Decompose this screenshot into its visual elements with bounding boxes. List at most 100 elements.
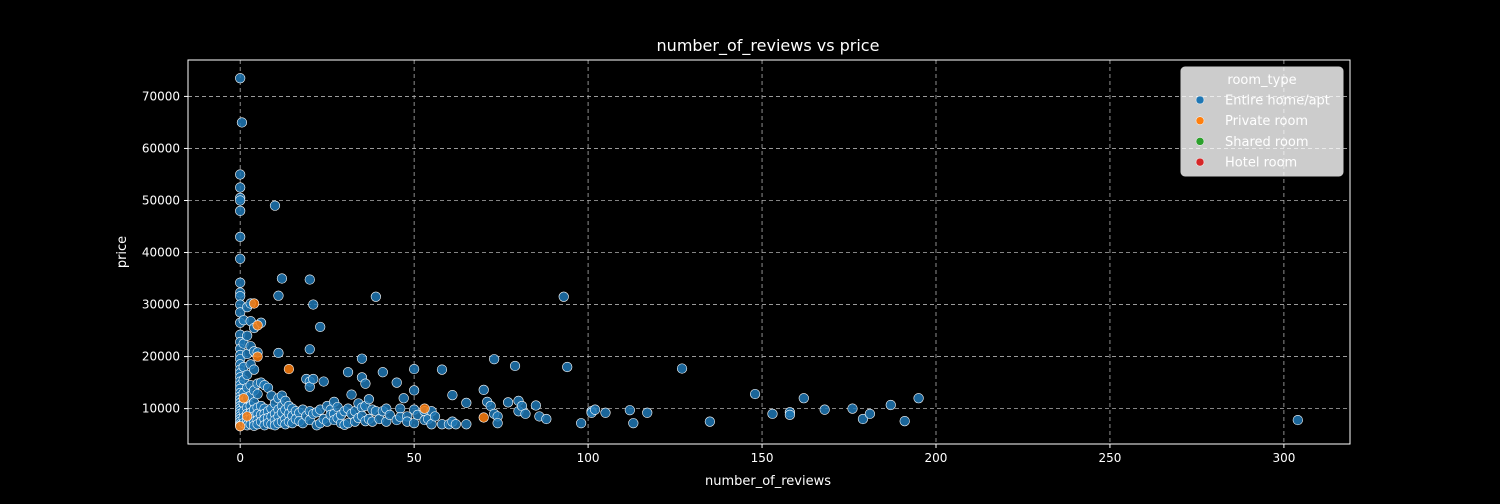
legend-title: room_type: [1227, 73, 1296, 88]
y-tick-label: 50000: [142, 193, 180, 207]
x-tick-label: 250: [1098, 451, 1121, 465]
data-point-entire-home-apt: [249, 364, 260, 375]
x-axis-label: number_of_reviews: [705, 474, 831, 489]
data-point-entire-home-apt: [589, 404, 601, 415]
data-point-entire-home-apt: [767, 408, 778, 419]
data-point-entire-home-apt: [269, 200, 281, 211]
data-point-private-room: [252, 320, 263, 331]
data-point-entire-home-apt: [864, 408, 875, 419]
plot-frame: [187, 59, 1351, 445]
data-point-private-room: [283, 363, 294, 375]
data-point-private-room: [252, 351, 263, 362]
data-point-entire-home-apt: [235, 231, 246, 243]
data-point-entire-home-apt: [899, 416, 910, 427]
legend-box: [1180, 66, 1344, 177]
data-point-entire-home-apt: [847, 403, 858, 414]
data-point-entire-home-apt: [436, 364, 448, 375]
data-point-entire-home-apt: [235, 277, 246, 288]
data-point-entire-home-apt: [798, 393, 809, 404]
data-point-entire-home-apt: [749, 388, 761, 400]
data-point-entire-home-apt: [235, 182, 246, 193]
data-point-entire-home-apt: [304, 344, 315, 355]
data-point-entire-home-apt: [642, 407, 653, 418]
data-point-entire-home-apt: [409, 363, 420, 375]
y-tick-label: 40000: [142, 246, 180, 260]
data-point-entire-home-apt: [450, 419, 461, 430]
y-tick-label: 10000: [142, 402, 180, 416]
data-point-entire-home-apt: [478, 384, 489, 395]
data-point-entire-home-apt: [242, 330, 253, 341]
data-point-entire-home-apt: [235, 169, 246, 180]
data-point-entire-home-apt: [530, 400, 542, 411]
y-tick-label: 60000: [142, 141, 180, 155]
x-tick-label: 50: [406, 451, 421, 465]
data-point-entire-home-apt: [819, 404, 830, 415]
data-point-entire-home-apt: [461, 397, 472, 408]
data-point-entire-home-apt: [315, 321, 326, 333]
x-tick-label: 200: [925, 451, 948, 465]
data-point-entire-home-apt: [235, 195, 246, 206]
data-point-entire-home-apt: [509, 360, 521, 372]
data-point-entire-home-apt: [885, 399, 896, 411]
data-point-entire-home-apt: [318, 376, 329, 387]
data-point-entire-home-apt: [857, 413, 869, 425]
legend-label: Private room: [1225, 114, 1308, 129]
data-point-entire-home-apt: [235, 253, 246, 264]
data-point-entire-home-apt: [242, 369, 253, 380]
data-point-entire-home-apt: [342, 367, 354, 378]
x-tick-label: 100: [577, 451, 600, 465]
data-points: [235, 73, 1303, 432]
data-point-entire-home-apt: [356, 353, 368, 364]
y-axis-ticks: 10000 20000 30000 40000 50000 60000 70000: [142, 89, 188, 416]
data-point-entire-home-apt: [391, 377, 402, 388]
data-point-entire-home-apt: [447, 389, 458, 401]
data-point-entire-home-apt: [628, 418, 639, 429]
data-point-entire-home-apt: [308, 299, 319, 310]
data-point-entire-home-apt: [492, 418, 503, 429]
y-tick-label: 70000: [142, 89, 180, 103]
legend-label: Hotel room: [1225, 156, 1297, 171]
data-point-entire-home-apt: [784, 409, 795, 420]
data-point-entire-home-apt: [346, 389, 357, 400]
data-point-entire-home-apt: [541, 413, 552, 425]
data-point-entire-home-apt: [489, 354, 500, 365]
data-point-entire-home-apt: [1292, 414, 1303, 426]
data-point-entire-home-apt: [913, 393, 924, 404]
y-tick-label: 30000: [142, 298, 180, 312]
data-point-private-room: [242, 411, 253, 422]
data-point-entire-home-apt: [304, 274, 315, 285]
data-point-entire-home-apt: [461, 419, 472, 430]
data-point-private-room: [249, 298, 260, 309]
data-point-private-room: [478, 412, 489, 423]
data-point-entire-home-apt: [429, 411, 441, 422]
legend-marker: [1195, 137, 1205, 146]
data-point-entire-home-apt: [398, 393, 409, 404]
data-point-entire-home-apt: [576, 418, 587, 429]
data-point-entire-home-apt: [236, 117, 248, 128]
data-point-entire-home-apt: [252, 388, 263, 400]
x-axis-ticks: 0 50 100 150 200 250 300: [236, 444, 1295, 465]
data-point-entire-home-apt: [520, 408, 531, 419]
legend-label: Entire home/apt: [1225, 94, 1330, 109]
data-point-entire-home-apt: [308, 373, 319, 385]
y-axis-label: price: [115, 236, 130, 268]
data-point-entire-home-apt: [377, 367, 388, 378]
data-point-entire-home-apt: [273, 290, 284, 301]
chart-title: number_of_reviews vs price: [657, 36, 880, 56]
x-tick-label: 0: [236, 451, 244, 465]
data-point-entire-home-apt: [562, 361, 573, 373]
grid-lines: [188, 60, 1350, 444]
data-point-private-room: [419, 403, 430, 414]
data-point-entire-home-apt: [600, 407, 611, 418]
legend: room_type Entire home/apt Private room Sha…: [1180, 66, 1344, 177]
legend-marker: [1195, 157, 1205, 167]
x-tick-label: 300: [1272, 451, 1295, 465]
legend-marker: [1195, 116, 1205, 125]
data-point-entire-home-apt: [502, 397, 514, 408]
data-point-entire-home-apt: [676, 363, 688, 374]
x-tick-label: 150: [751, 451, 774, 465]
data-point-entire-home-apt: [384, 409, 395, 420]
legend-marker: [1195, 95, 1205, 105]
data-point-entire-home-apt: [363, 394, 375, 405]
